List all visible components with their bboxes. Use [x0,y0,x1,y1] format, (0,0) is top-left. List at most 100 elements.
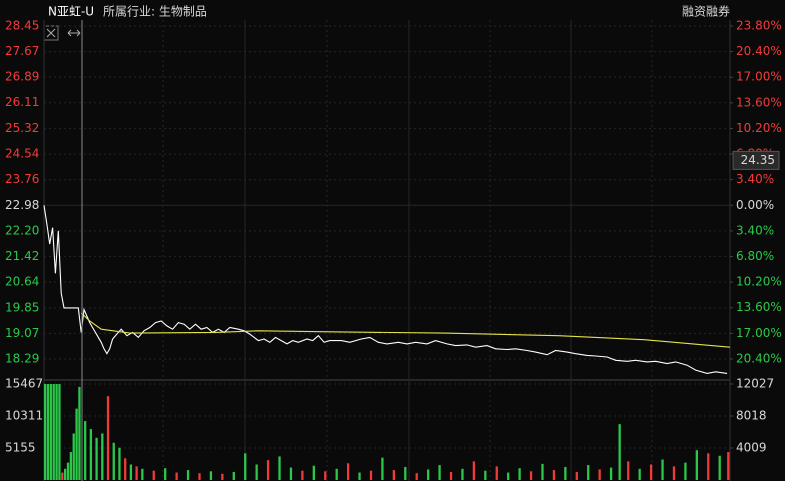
volume-bar [55,384,58,480]
volume-bar [129,464,133,480]
y2-tick-label: 23.80% [736,19,782,33]
volume-bar [124,458,127,480]
y2-tick-label: 10.20% [736,275,782,289]
volume-bar [209,471,213,480]
y-tick-label: 23.76 [5,172,39,186]
y-tick-label: 21.42 [5,249,39,263]
price-line [43,205,728,374]
y-tick-label: 20.64 [5,274,39,288]
volume-bar [64,468,67,480]
chart-title: N亚虹-U [48,5,94,19]
volume-bar [95,437,98,480]
volume-bar [552,470,556,480]
volume-bar [44,384,47,480]
y2-tick-label: 17.00% [736,326,782,340]
y2-tick-label: 6.80% [736,249,774,263]
volume-bar [135,466,138,480]
y2-tick-label: 8018 [736,409,767,423]
volume-bar [718,455,721,480]
y2-tick-label: 13.60% [736,95,782,109]
volume-bar [49,384,53,480]
volume-bar [649,464,653,480]
volume-bar [75,408,78,480]
volume-bar [72,433,75,480]
volume-bar [61,472,64,480]
y2-tick-label: 17.00% [736,70,782,84]
y2-tick-label: 12027 [736,377,774,391]
cursor-label-box [732,150,780,170]
volume-bar [381,457,384,480]
volume-bar [84,421,87,480]
volume-bar [707,453,710,480]
annotation[interactable]: 融资融券 [682,4,730,19]
volume-bar [278,456,281,480]
volume-bar [618,424,621,480]
y-tick-label: 18.29 [5,351,39,365]
volume-bar [118,447,121,480]
volume-bar [598,469,601,480]
volume-bar [415,473,418,480]
volume-bar [175,472,178,480]
volume-bar [66,462,70,480]
volume-bar [695,450,698,480]
volume-bar [232,471,235,480]
y2-tick-label: 4009 [736,441,767,455]
volume-bar [69,452,73,480]
volume-bar [369,470,373,480]
y-tick-label: 26.11 [5,95,39,109]
y2-tick-label: 0.00% [736,198,774,212]
volume-bar [244,453,247,480]
price-line [80,312,731,348]
volume-bar [266,460,270,480]
y-tick-label: 19.07 [5,326,39,340]
y-tick-label: 27.67 [5,44,39,58]
y-tick-label: 24.54 [5,147,39,161]
volume-bar [627,461,630,480]
volume-bar [346,463,350,480]
volume-bar [312,465,315,480]
volume-bar [301,470,304,480]
y2-tick-label: 10.20% [736,121,782,135]
y-tick-label: 15467 [5,377,43,391]
volume-bar [661,459,664,480]
volume-bar [52,384,55,480]
volume-bar [541,463,544,480]
volume-bar [727,452,730,480]
volume-bar [89,429,93,480]
volume-bar [141,468,144,480]
volume-bar [106,396,110,480]
volume-bar [564,466,567,480]
y-tick-label: 28.45 [5,19,39,33]
volume-bar [101,433,104,480]
volume-bar [495,466,498,480]
resize-icon[interactable] [67,29,81,37]
volume-bar [438,465,441,480]
volume-bar [164,468,167,480]
volume-bar [484,470,487,480]
volume-bar [518,468,521,480]
y-tick-label: 25.32 [5,121,39,135]
volume-bar [404,466,407,480]
volume-bar [575,471,578,480]
cursor-label: 24.35 [741,153,775,167]
y2-tick-label: 20.40% [736,351,782,365]
volume-bar [112,442,115,480]
volume-bar [289,467,293,480]
volume-bar [638,468,641,480]
volume-bar [58,384,61,480]
y2-tick-label: 3.40% [736,223,774,237]
volume-bar [507,472,510,480]
volume-bar [587,465,590,480]
y-tick-label: 26.89 [5,70,39,84]
volume-bar [427,469,430,480]
volume-bar [335,468,338,480]
volume-bar [221,473,224,480]
y-tick-label: 10311 [5,409,43,423]
volume-bar [186,470,190,480]
volume-bar [529,471,533,480]
volume-bar [255,464,258,480]
volume-bar [684,462,687,480]
volume-bar [198,473,201,480]
volume-bar [449,471,453,480]
